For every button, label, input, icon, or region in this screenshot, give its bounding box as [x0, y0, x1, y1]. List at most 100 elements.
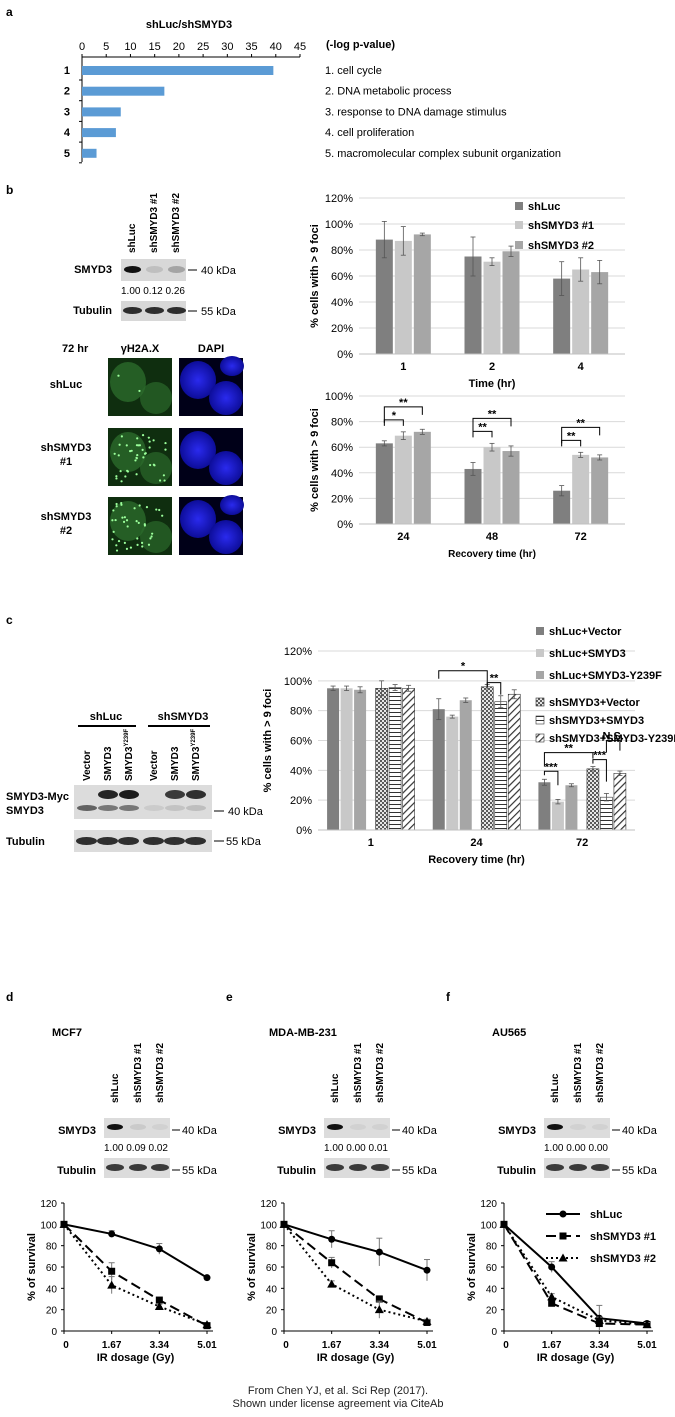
chart-category-label: 24 — [470, 837, 483, 849]
significance-bracket — [486, 682, 502, 695]
chart-ytick-label: 120% — [325, 193, 353, 205]
survival-line — [63, 1223, 208, 1279]
dapi-nucleus — [180, 361, 216, 399]
chart-bar — [591, 457, 609, 524]
blot-band — [186, 805, 206, 811]
survival-xtick-label: 1.67 — [102, 1340, 122, 1351]
survival-ytick-label: 20 — [266, 1306, 278, 1317]
survival-ytick-label: 20 — [486, 1306, 498, 1317]
chart-xlabel: Time (hr) — [469, 378, 516, 390]
chart-ytick-label: 20% — [290, 795, 312, 807]
blot-size-label: 55 kDa — [402, 1165, 438, 1177]
blot-size-label: 40 kDa — [622, 1125, 658, 1137]
blot-row-label: SMYD3-Myc — [6, 791, 69, 803]
gh2ax-focus — [115, 549, 119, 552]
survival-ylabel: % of survival — [26, 1233, 38, 1301]
gh2ax-focus — [120, 501, 123, 505]
blot-band — [130, 1124, 146, 1130]
chart-bar — [432, 709, 445, 830]
survival-xtick-label: 5.01 — [417, 1340, 437, 1351]
gh2ax-focus — [164, 441, 167, 445]
survival-marker-square — [375, 1295, 383, 1303]
chart-bar — [413, 234, 431, 354]
blot-band — [570, 1124, 586, 1130]
blot-band — [186, 790, 206, 799]
significance-label: *** — [593, 750, 607, 762]
gh2ax-focus — [115, 544, 118, 547]
significance-label: ** — [576, 417, 585, 429]
gh2ax-focus — [129, 546, 133, 549]
western-blot-c: shLuc shSMYD3 Vector SMYD3 SMYD3Y239F Vector S… — [6, 711, 264, 852]
blot-row-label: Tubulin — [73, 305, 112, 317]
survival-line — [283, 1223, 428, 1272]
blot-row-label: SMYD3 — [6, 805, 44, 817]
legend-label: shLuc — [590, 1209, 622, 1221]
survival-marker-circle — [375, 1248, 383, 1256]
blot-band — [143, 837, 164, 845]
legend-label: shSMYD3+Vector — [549, 697, 641, 709]
blot-band — [106, 1164, 124, 1171]
blot-row-label: Tubulin — [497, 1165, 536, 1177]
footer-line-1: From Chen YJ, et al. Sci Rep (2017). — [248, 1385, 428, 1397]
go-bar — [82, 66, 274, 75]
gh2ax-focus — [142, 456, 145, 459]
legend-swatch — [515, 241, 523, 249]
chart-bar — [388, 687, 402, 831]
significance-bracket — [543, 770, 559, 786]
survival-xtick-label: 1.67 — [542, 1340, 562, 1351]
go-bar — [82, 86, 165, 96]
legend-label: shSMYD3+SMYD3 — [549, 715, 644, 727]
gh2ax-focus — [117, 374, 120, 377]
gh2ax-focus — [163, 479, 166, 482]
chart-bar — [402, 687, 415, 831]
legend-marker — [559, 1210, 567, 1218]
blot-band — [98, 805, 118, 811]
gh2ax-focus — [117, 454, 120, 457]
go-category-label: 3 — [64, 106, 70, 118]
legend-swatch — [536, 649, 544, 657]
blot-band — [119, 790, 139, 799]
gh2ax-focus — [117, 539, 121, 543]
legend-swatch — [536, 671, 544, 679]
chart-ytick-label: 120% — [284, 646, 312, 658]
gh2ax-nucleus — [110, 501, 146, 541]
gh2ax-focus — [164, 448, 167, 451]
chart-xlabel: Recovery time (hr) — [428, 854, 525, 866]
ihc-row-label: shSMYD3 — [41, 442, 92, 454]
chart-bar — [394, 435, 412, 524]
gh2ax-focus — [158, 479, 162, 482]
blot-band — [118, 837, 139, 845]
chart-category-label: 48 — [486, 531, 498, 543]
survival-ytick-label: 60 — [486, 1263, 498, 1274]
chart-bar — [553, 278, 571, 354]
chart-bar — [494, 701, 508, 831]
survival-marker-circle — [423, 1266, 431, 1274]
survival-xtick-label: 3.34 — [370, 1340, 390, 1351]
gh2ax-focus — [115, 475, 118, 478]
go-xtick-label: 25 — [197, 41, 209, 53]
blot-quant: 1.00 0.00 0.00 — [544, 1143, 608, 1154]
gh2ax-focus — [137, 521, 140, 525]
go-bar — [82, 107, 121, 117]
significance-label: * — [392, 410, 397, 422]
blot-lane-label: Vector — [149, 750, 160, 781]
gh2ax-nucleus — [110, 362, 146, 402]
significance-label: N.S. — [602, 731, 623, 743]
survival-marker-triangle — [547, 1292, 557, 1301]
chart-category-label: 2 — [489, 361, 495, 373]
gh2ax-focus — [150, 535, 153, 538]
chart-ytick-label: 80% — [290, 706, 312, 718]
blot-size-label: 40 kDa — [228, 806, 264, 818]
chart-bar — [600, 796, 613, 831]
chart-bar — [502, 251, 520, 354]
survival-ylabel: % of survival — [246, 1233, 258, 1301]
go-xtick-label: 10 — [124, 41, 136, 53]
survival-ytick-label: 120 — [480, 1199, 497, 1210]
survival-marker-triangle — [107, 1280, 117, 1289]
foci-chart-rescue: 0% 20% 40% 60% 80% 100% 120% 1 24 72 Recovery time… — [262, 626, 675, 866]
gh2ax-focus — [112, 530, 115, 533]
blot-band — [569, 1164, 587, 1171]
ihc-col-label: γH2A.X — [121, 343, 160, 355]
survival-ytick-label: 100 — [40, 1220, 57, 1231]
legend-marker — [559, 1232, 567, 1240]
